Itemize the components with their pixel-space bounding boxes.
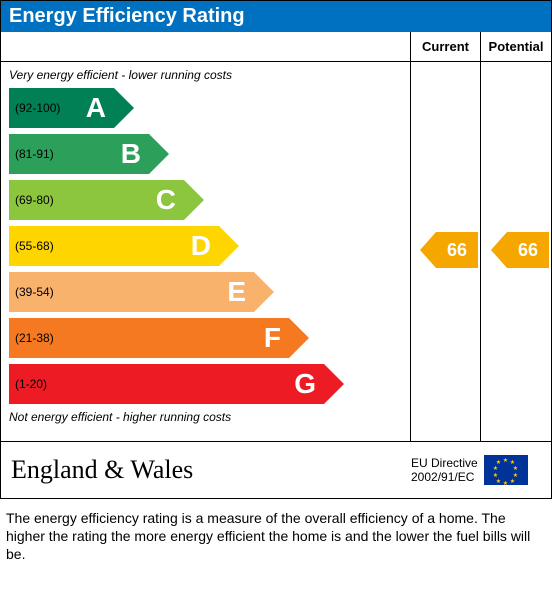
rating-bar-g: (1-20) G xyxy=(9,362,402,406)
footer-row: England & Wales EU Directive 2002/91/EC xyxy=(1,442,551,498)
current-rating-arrow: 66 xyxy=(420,232,478,268)
rating-range: (1-20) xyxy=(9,377,47,391)
epc-chart: Energy Efficiency Rating Current Potenti… xyxy=(0,0,552,499)
directive: EU Directive 2002/91/EC xyxy=(411,455,551,485)
header-current: Current xyxy=(411,32,481,61)
rating-letter: E xyxy=(227,276,246,308)
rating-bar-d: (55-68) D xyxy=(9,224,402,268)
potential-column: 66 xyxy=(481,62,551,441)
potential-rating-value: 66 xyxy=(507,232,549,268)
current-rating-value: 66 xyxy=(436,232,478,268)
header-spacer xyxy=(1,32,411,61)
description-text: The energy efficiency rating is a measur… xyxy=(0,499,552,574)
rating-letter: B xyxy=(121,138,141,170)
directive-line1: EU Directive xyxy=(411,456,478,470)
rating-range: (39-54) xyxy=(9,285,54,299)
rating-bar-b: (81-91) B xyxy=(9,132,402,176)
body-row: Very energy efficient - lower running co… xyxy=(1,62,551,442)
rating-letter: C xyxy=(156,184,176,216)
rating-range: (81-91) xyxy=(9,147,54,161)
rating-letter: F xyxy=(264,322,281,354)
current-column: 66 xyxy=(411,62,481,441)
directive-line2: 2002/91/EC xyxy=(411,470,478,484)
note-bottom: Not energy efficient - higher running co… xyxy=(9,410,402,424)
region-label: England & Wales xyxy=(1,455,411,485)
title: Energy Efficiency Rating xyxy=(1,1,551,32)
rating-letter: A xyxy=(86,92,106,124)
rating-bar-c: (69-80) C xyxy=(9,178,402,222)
rating-range: (55-68) xyxy=(9,239,54,253)
rating-letter: G xyxy=(294,368,316,400)
chart-area: Very energy efficient - lower running co… xyxy=(1,62,411,441)
rating-range: (92-100) xyxy=(9,101,60,115)
rating-bars: (92-100) A (81-91) B (69-80) C (55-68) D (39-54)… xyxy=(9,86,402,406)
rating-bar-e: (39-54) E xyxy=(9,270,402,314)
rating-bar-a: (92-100) A xyxy=(9,86,402,130)
rating-bar-f: (21-38) F xyxy=(9,316,402,360)
header-potential: Potential xyxy=(481,32,551,61)
note-top: Very energy efficient - lower running co… xyxy=(9,68,402,82)
rating-range: (21-38) xyxy=(9,331,54,345)
eu-flag-icon xyxy=(484,455,528,485)
header-row: Current Potential xyxy=(1,32,551,62)
rating-range: (69-80) xyxy=(9,193,54,207)
potential-rating-arrow: 66 xyxy=(491,232,549,268)
rating-letter: D xyxy=(191,230,211,262)
